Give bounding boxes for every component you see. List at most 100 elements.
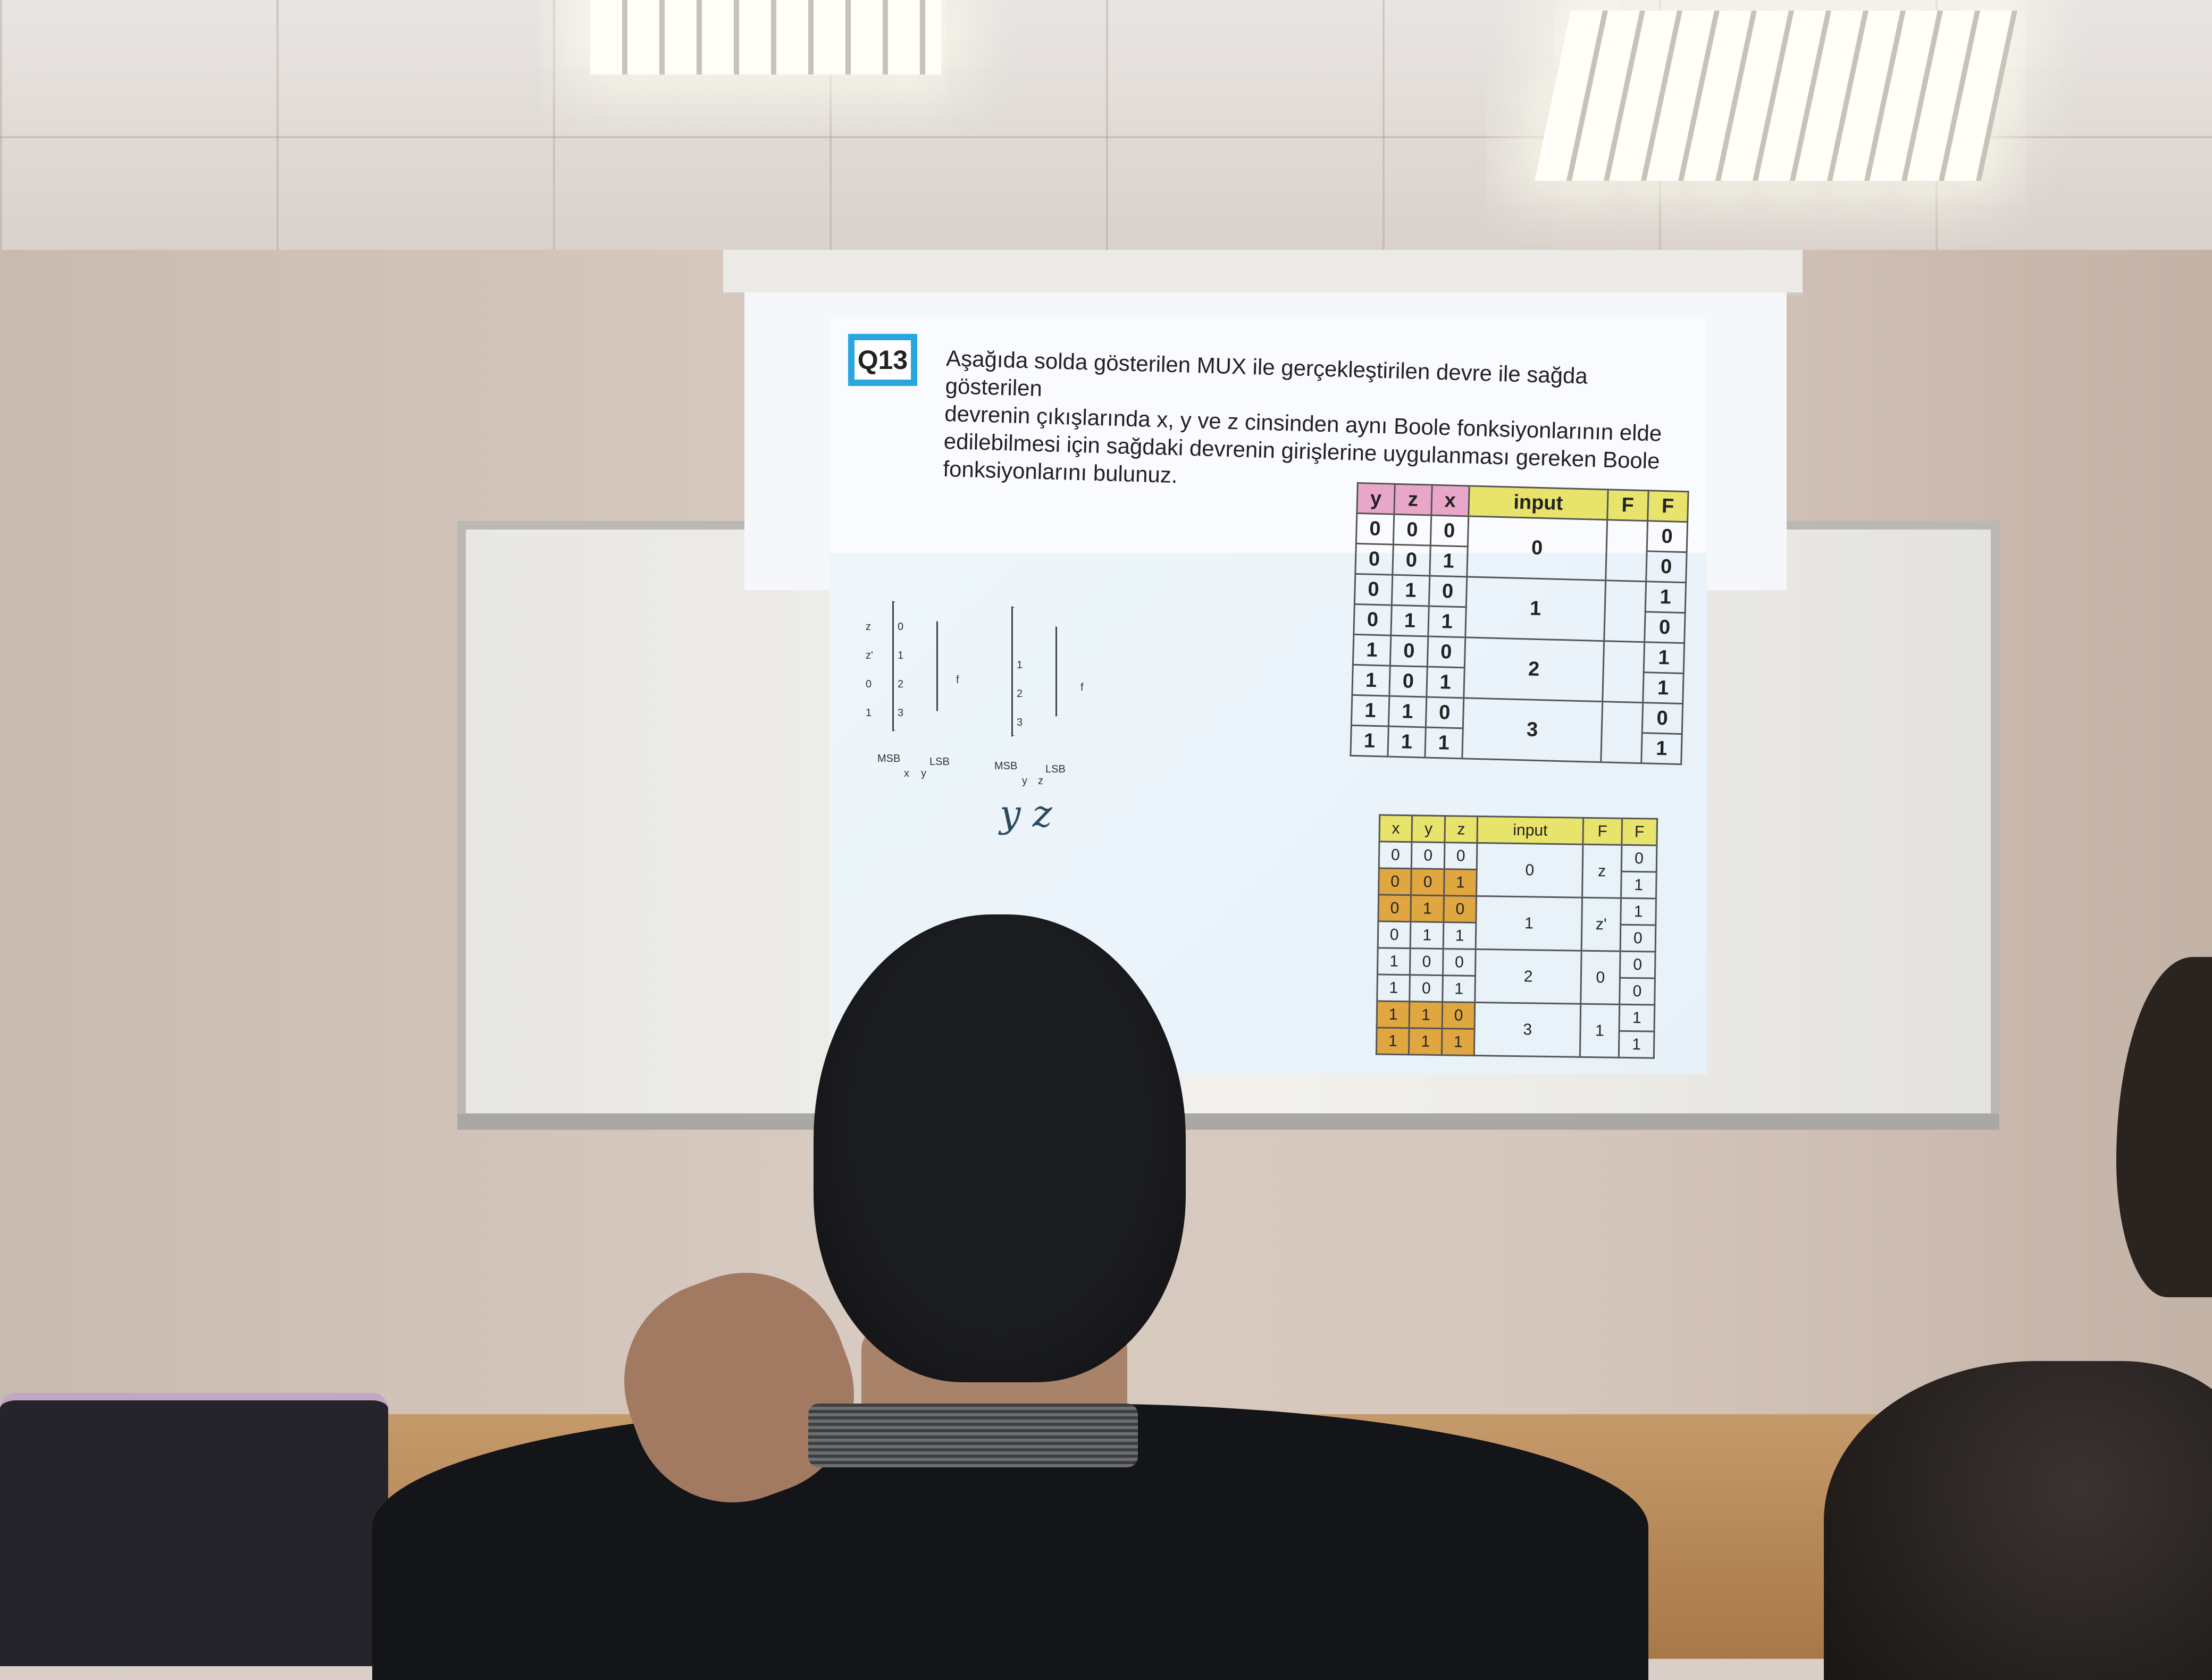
table-cell: 0 <box>1467 516 1607 581</box>
table-cell: 1 <box>1619 1004 1655 1032</box>
person-collar <box>808 1404 1138 1467</box>
table-cell: 1 <box>1476 896 1582 951</box>
mux-right-sel-0: y <box>1022 775 1027 787</box>
person-head <box>814 914 1186 1382</box>
mux-right-lsb: LSB <box>1045 763 1066 775</box>
table-cell <box>1601 701 1643 763</box>
table-cell: 0 <box>1646 520 1688 552</box>
table-cell: 0 <box>1580 951 1620 1005</box>
table-cell: 0 <box>1430 515 1469 547</box>
mux-right-msb: MSB <box>994 760 1018 772</box>
mux-left-msb: MSB <box>877 753 901 765</box>
table-cell: 1 <box>1643 672 1684 704</box>
table-cell: 0 <box>1379 841 1412 869</box>
mux-right-pin-3: 3 <box>1017 717 1023 728</box>
table-cell: 1 <box>1619 1031 1655 1059</box>
truth-table-bottom-body: 0 0 0 0 z 0 0 0 1 1 0 1 0 1 z' 1 0 1 1 0 1 0 0 2 0 0 1 0 1 0 1 1 0 3 1 1 1 1 1… <box>1376 841 1657 1059</box>
table-cell: 0 <box>1429 576 1467 607</box>
chair <box>0 1393 388 1666</box>
table-cell: 1 <box>1426 666 1464 698</box>
table-cell: 0 <box>1442 1002 1476 1029</box>
mux-left-sel-1: y <box>921 768 926 779</box>
mux-left-sel-0: x <box>904 768 909 779</box>
ceiling-light-right <box>1534 11 2018 181</box>
header-cell: y <box>1356 483 1395 515</box>
table-cell: 1 <box>1443 922 1477 950</box>
ceiling-light-left <box>590 0 941 74</box>
table-cell: 0 <box>1411 842 1445 869</box>
mux-left-pin-3: 3 <box>898 707 904 719</box>
table-cell: 2 <box>1463 637 1604 702</box>
table-cell <box>1602 641 1645 703</box>
table-cell: 0 <box>1378 894 1412 922</box>
header-cell: F <box>1621 818 1657 846</box>
mux-left-in-3: 1 <box>866 707 872 719</box>
person-right <box>1824 1361 2212 1680</box>
table-cell: 0 <box>1356 513 1394 545</box>
table-cell: 0 <box>1378 921 1411 948</box>
mux-left-pin-1: 1 <box>898 650 904 661</box>
table-cell: 0 <box>1476 843 1583 898</box>
table-cell: 1 <box>1377 947 1411 975</box>
table-cell: 0 <box>1443 948 1476 976</box>
table-cell: 1 <box>1377 1001 1410 1028</box>
header-cell: F <box>1607 489 1648 521</box>
table-cell: 1 <box>1352 665 1390 696</box>
table-cell: 0 <box>1620 951 1656 979</box>
mux-left-output: f <box>956 674 959 686</box>
table-cell: 1 <box>1442 1028 1475 1056</box>
table-cell: 1 <box>1392 575 1430 607</box>
mux-left-lsb: LSB <box>929 756 950 768</box>
mux-right-output: f <box>1080 682 1084 693</box>
table-cell: 0 <box>1393 514 1431 546</box>
header-cell: x <box>1431 485 1469 516</box>
table-cell: 1 <box>1645 581 1686 613</box>
table-cell: 1 <box>1387 726 1426 758</box>
table-cell <box>1605 519 1648 582</box>
header-cell: F <box>1647 490 1689 522</box>
mux-left: z z' 0 1 0 1 2 3 f MSB LSB x y <box>861 601 968 782</box>
table-cell: 2 <box>1475 949 1582 1004</box>
table-cell: 1 <box>1620 898 1656 926</box>
table-cell: 1 <box>1425 727 1463 759</box>
table-cell: 1 <box>1429 545 1468 577</box>
table-cell: 0 <box>1410 975 1443 1002</box>
table-header-row: x y z input F F <box>1379 814 1657 846</box>
table-cell: 0 <box>1354 574 1393 606</box>
mux-left-in-0: z <box>866 621 871 633</box>
mux-right-pin-1: 1 <box>1017 659 1023 671</box>
table-cell: 0 <box>1620 925 1656 952</box>
table-cell: 1 <box>1465 576 1606 641</box>
table-cell: 0 <box>1353 604 1392 636</box>
table-cell: 1 <box>1643 642 1685 674</box>
table-cell: 1 <box>1353 634 1391 666</box>
header-cell: F <box>1582 818 1622 845</box>
table-cell: 0 <box>1644 611 1686 643</box>
projector-screen-case <box>723 250 1803 296</box>
table-cell: 0 <box>1641 702 1683 734</box>
table-cell: 1 <box>1444 869 1477 896</box>
header-cell: z <box>1394 484 1432 516</box>
table-cell: 1 <box>1621 871 1657 899</box>
mux-left-in-2: 0 <box>866 678 872 690</box>
table-cell: 0 <box>1389 666 1428 697</box>
table-cell: 3 <box>1462 698 1603 762</box>
header-cell: z <box>1444 816 1478 843</box>
table-cell: 1 <box>1428 606 1466 637</box>
table-row: 0 1 0 1 z' 1 <box>1378 894 1656 952</box>
table-cell: 0 <box>1355 543 1394 575</box>
table-cell: 0 <box>1411 868 1445 896</box>
header-cell: y <box>1412 815 1445 843</box>
table-cell: 1 <box>1390 605 1429 637</box>
handwritten-note: y z <box>1000 792 1052 836</box>
table-cell: 0 <box>1392 544 1431 576</box>
header-cell: input <box>1468 485 1608 520</box>
table-cell: 1 <box>1351 695 1389 727</box>
table-cell: 0 <box>1390 635 1428 667</box>
mux-left-pin-2: 2 <box>898 678 904 690</box>
table-cell: 1 <box>1641 733 1682 765</box>
